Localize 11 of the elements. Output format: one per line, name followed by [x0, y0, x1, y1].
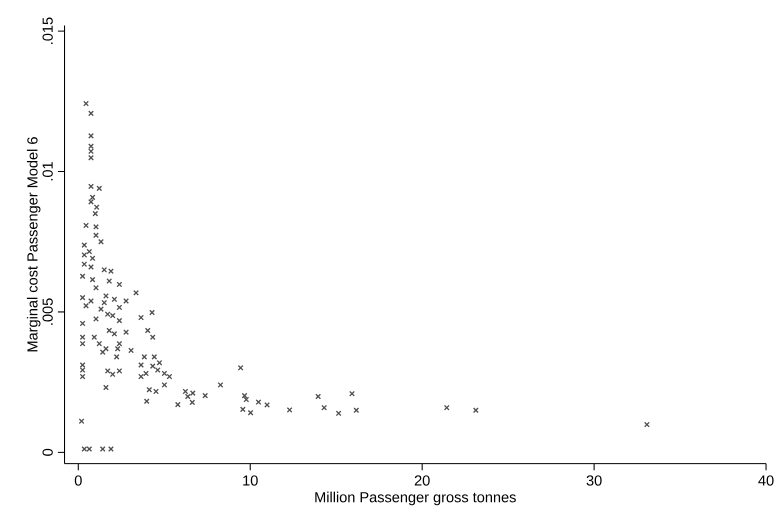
y-tick-label: .01	[42, 162, 53, 180]
x-axis-title: Million Passenger gross tonnes	[315, 492, 516, 506]
x-tick-label: 0	[74, 475, 82, 486]
y-tick-label: .005	[42, 298, 53, 325]
x-tick-label: 40	[758, 475, 774, 486]
y-tick-label: .015	[42, 17, 53, 44]
x-tick-label: 20	[414, 475, 430, 486]
y-axis-title: Marginal cost Passenger Model 6	[26, 137, 40, 352]
x-tick-label: 10	[243, 475, 258, 486]
y-tick-label: 0	[42, 448, 53, 456]
x-tick-label: 30	[586, 475, 602, 486]
